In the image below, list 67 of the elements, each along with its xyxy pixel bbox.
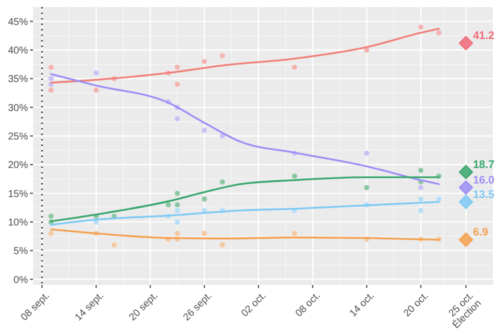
- point: [220, 133, 226, 139]
- point: [112, 242, 117, 248]
- point: [48, 88, 54, 93]
- data-label: 13.5: [472, 188, 494, 201]
- point: [202, 230, 207, 236]
- point: [48, 76, 54, 82]
- point: [458, 232, 474, 247]
- point: [48, 230, 54, 236]
- point: [292, 173, 298, 179]
- point: [418, 208, 424, 214]
- point: [458, 36, 474, 50]
- y-tick-label: 40%: [8, 45, 28, 56]
- point: [202, 58, 207, 64]
- point: [174, 64, 180, 70]
- point: [292, 230, 298, 236]
- data-label: 18.7: [472, 159, 494, 172]
- y-tick-label: 10%: [8, 217, 28, 228]
- x-tick-label: 20 sept.: [127, 290, 160, 324]
- point: [174, 230, 180, 236]
- point: [418, 196, 424, 202]
- point: [174, 190, 180, 196]
- y-tick-label: 45%: [8, 16, 28, 28]
- y-tick-label: 30%: [8, 102, 28, 114]
- point: [458, 194, 474, 209]
- point: [364, 184, 370, 190]
- point: [458, 180, 474, 195]
- point: [418, 24, 424, 30]
- x-tick-label: 02 oct.: [240, 290, 269, 320]
- point: [418, 184, 424, 190]
- point: [436, 30, 442, 36]
- x-tick-label: 14 sept.: [73, 290, 106, 324]
- data-label: 16.0: [472, 174, 494, 187]
- point: [202, 128, 207, 133]
- data-label: 6.9: [472, 226, 488, 239]
- point: [220, 53, 226, 58]
- point: [202, 196, 207, 202]
- point: [48, 64, 54, 70]
- point: [174, 208, 180, 214]
- y-tick-label: 0%: [14, 274, 28, 286]
- y-tick-label: 25%: [8, 131, 28, 142]
- x-tick-label: 08 sept.: [19, 290, 52, 324]
- data-label: 41.2: [472, 30, 494, 42]
- x-tick-label: 20 oct.: [402, 290, 431, 320]
- y-tick-label: 15%: [8, 188, 28, 200]
- x-tick-label: 14 oct.: [348, 290, 377, 320]
- point: [436, 196, 442, 202]
- point: [458, 164, 474, 180]
- line-series: [50, 73, 440, 186]
- y-tick-label: 5%: [14, 246, 28, 258]
- point: [94, 88, 99, 93]
- point: [174, 82, 180, 87]
- point: [166, 202, 171, 208]
- point: [220, 179, 226, 184]
- point: [48, 214, 54, 219]
- y-tick-label: 20%: [8, 160, 28, 172]
- point: [174, 219, 180, 225]
- y-tick-label: 35%: [8, 74, 28, 86]
- point: [220, 242, 226, 248]
- point: [292, 64, 298, 70]
- x-tick-label: 26 sept.: [181, 290, 214, 324]
- point: [418, 168, 424, 173]
- point: [94, 70, 99, 76]
- x-tick-label: 08 oct.: [294, 290, 323, 320]
- point: [174, 202, 180, 208]
- point: [174, 116, 180, 122]
- line-series: [50, 228, 440, 241]
- point: [364, 150, 370, 156]
